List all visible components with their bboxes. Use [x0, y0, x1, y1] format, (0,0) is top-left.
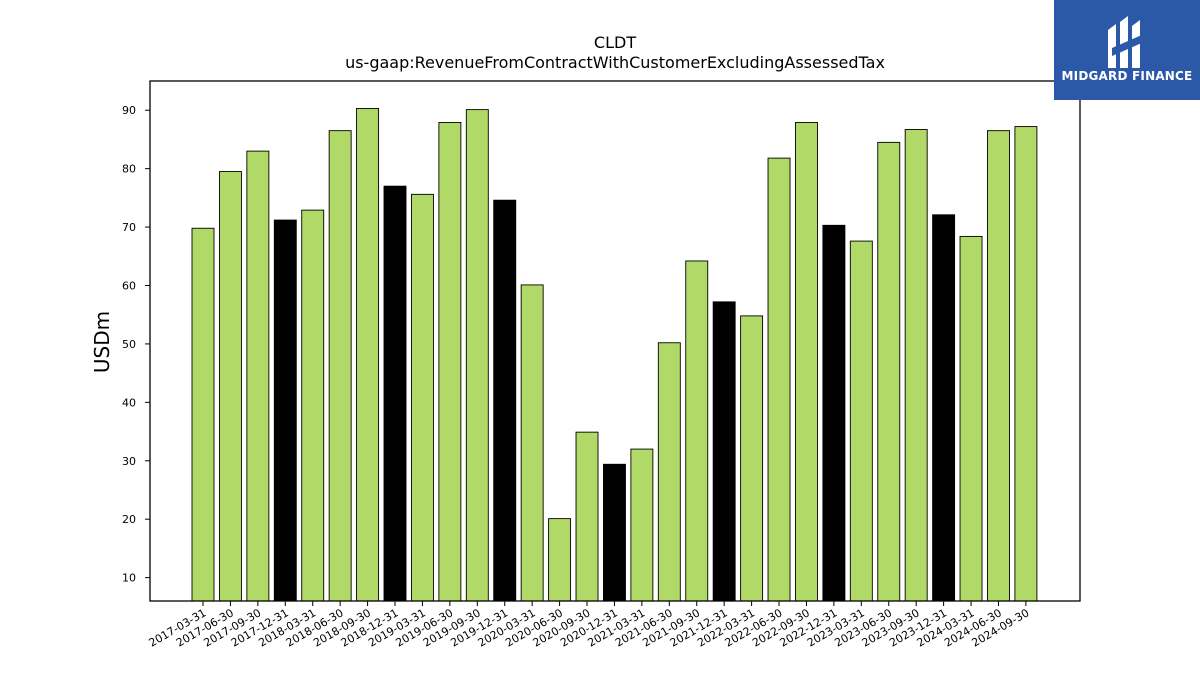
bar-2018-06-30 — [328, 130, 352, 602]
bar-2017-09-30 — [246, 150, 270, 602]
bar-2024-06-30 — [987, 130, 1010, 602]
brand-name: MIDGARD FINANCE — [1061, 69, 1193, 83]
bar-2020-09-30 — [575, 431, 599, 602]
chart-title: CLDT — [594, 33, 636, 52]
bar-2018-12-31 — [383, 185, 407, 602]
bar-2024-03-31 — [959, 235, 983, 602]
y-tick-label: 90 — [122, 104, 136, 117]
bar-2021-12-31 — [712, 301, 736, 602]
y-axis-ticks: 10 20 30 40 50 60 70 80 90 — [122, 104, 150, 585]
bar-2023-09-30 — [904, 129, 928, 602]
y-tick-label: 50 — [122, 338, 136, 351]
bar-2019-03-31 — [410, 193, 434, 602]
y-tick-label: 60 — [122, 279, 136, 292]
bar-2022-12-31 — [822, 224, 846, 602]
bar-2022-03-31 — [740, 315, 764, 602]
y-tick-label: 20 — [122, 513, 136, 526]
bar-2021-06-30 — [657, 342, 681, 602]
bar-2019-06-30 — [438, 122, 462, 602]
bar-2017-06-30 — [218, 171, 242, 602]
bar-2019-09-30 — [465, 109, 489, 602]
bar-2023-03-31 — [849, 240, 873, 602]
bar-2017-12-31 — [273, 219, 297, 602]
bar-2024-09-30 — [1014, 126, 1038, 602]
y-tick-label: 10 — [122, 572, 136, 585]
bar-2017-03-31 — [191, 227, 215, 602]
bars-group — [191, 108, 1038, 602]
bar-2023-12-31 — [932, 214, 956, 602]
bar-2020-12-31 — [603, 463, 626, 602]
y-tick-label: 80 — [122, 163, 136, 176]
bar-2018-03-31 — [301, 209, 325, 602]
midgard-logo-icon — [1108, 16, 1144, 68]
bar-2019-12-31 — [493, 199, 517, 602]
bar-2018-09-30 — [356, 108, 380, 602]
bar-2023-06-30 — [877, 141, 901, 602]
brand-logo: MIDGARD FINANCE — [1054, 0, 1200, 100]
bar-2020-06-30 — [548, 518, 572, 602]
bar-2021-09-30 — [685, 260, 709, 602]
chart-subtitle: us-gaap:RevenueFromContractWithCustomerE… — [345, 53, 885, 72]
x-axis-ticks: 2017-03-312017-06-302017-09-302017-12-31… — [147, 601, 1031, 650]
bar-2021-03-31 — [630, 448, 654, 602]
plot-frame — [149, 80, 1081, 602]
bar-2022-09-30 — [795, 122, 818, 602]
bar-2020-03-31 — [520, 284, 544, 602]
y-axis-label: USDm — [90, 311, 114, 373]
y-tick-label: 30 — [122, 455, 136, 468]
y-tick-label: 70 — [122, 221, 136, 234]
bar-2022-06-30 — [767, 157, 791, 602]
y-tick-label: 40 — [122, 396, 136, 409]
